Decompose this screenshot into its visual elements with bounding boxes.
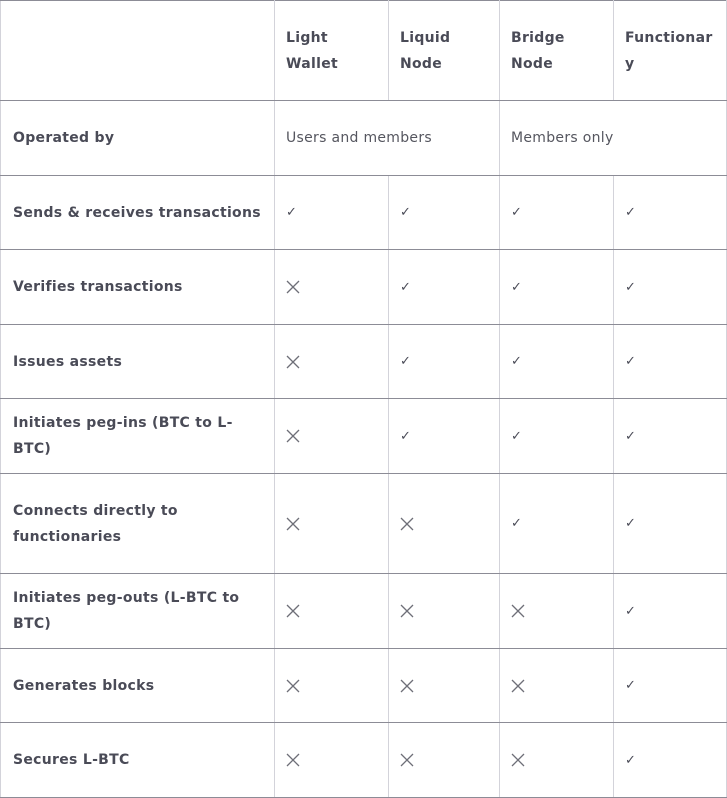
cell-bridge-node: ✓ [499, 249, 614, 325]
cross-icon [286, 604, 377, 618]
header-empty [0, 0, 275, 101]
cross-icon [511, 753, 602, 767]
table-row: Generates blocks ✓ [0, 648, 727, 723]
cell-light-wallet [274, 398, 389, 474]
cell-liquid-node: ✓ [388, 175, 500, 250]
check-icon: ✓ [511, 428, 523, 444]
table-row: Secures L-BTC ✓ [0, 722, 727, 798]
cell-bridge-node [499, 722, 614, 798]
check-icon: ✓ [625, 205, 637, 220]
cell-light-wallet [274, 573, 389, 649]
cell-functionary: ✓ [613, 648, 727, 723]
check-icon: ✓ [400, 354, 412, 369]
row-label: Verifies transactions [0, 249, 275, 325]
cell-light-wallet [274, 648, 389, 723]
cross-icon [286, 280, 377, 294]
cell-liquid-node: ✓ [388, 324, 500, 399]
cross-icon [286, 517, 377, 531]
header-bridge-node: Bridge Node [499, 0, 614, 101]
cell-bridge-node [499, 648, 614, 723]
cell-liquid-node [388, 473, 500, 574]
cell-liquid-node: ✓ [388, 398, 500, 474]
operated-by-row: Operated by Users and members Members on… [0, 100, 727, 176]
cell-light-wallet [274, 249, 389, 325]
row-label: Issues assets [0, 324, 275, 399]
check-icon: ✓ [400, 428, 412, 444]
check-icon: ✓ [625, 678, 637, 693]
check-icon: ✓ [625, 279, 637, 295]
cell-functionary: ✓ [613, 573, 727, 649]
row-label: Sends & receives transactions [0, 175, 275, 250]
check-icon: ✓ [400, 279, 412, 295]
cell-liquid-node [388, 722, 500, 798]
operated-by-users-and-members: Users and members [274, 100, 500, 176]
cross-icon [400, 753, 488, 767]
check-icon: ✓ [511, 205, 523, 220]
cross-icon [286, 429, 377, 443]
check-icon: ✓ [625, 428, 637, 444]
cell-bridge-node: ✓ [499, 324, 614, 399]
table-row: Initiates peg-outs (L-BTC to BTC) ✓ [0, 573, 727, 649]
cross-icon [286, 355, 377, 369]
row-label: Initiates peg-outs (L-BTC to BTC) [0, 573, 275, 649]
cell-bridge-node [499, 573, 614, 649]
check-icon: ✓ [400, 205, 412, 220]
check-icon: ✓ [511, 516, 523, 531]
cell-light-wallet: ✓ [274, 175, 389, 250]
check-icon: ✓ [625, 516, 637, 531]
cross-icon [286, 679, 377, 693]
check-icon: ✓ [625, 752, 637, 768]
row-label: Connects directly to functionaries [0, 473, 275, 574]
table-row: Initiates peg-ins (BTC to L-BTC) ✓ ✓ ✓ [0, 398, 727, 474]
cell-bridge-node: ✓ [499, 398, 614, 474]
check-icon: ✓ [511, 279, 523, 295]
check-icon: ✓ [511, 354, 523, 369]
row-label: Generates blocks [0, 648, 275, 723]
cell-functionary: ✓ [613, 324, 727, 399]
check-icon: ✓ [625, 603, 637, 619]
cell-functionary: ✓ [613, 473, 727, 574]
cell-light-wallet [274, 473, 389, 574]
table-row: Issues assets ✓ ✓ ✓ [0, 324, 727, 399]
cross-icon [400, 604, 488, 618]
check-icon: ✓ [286, 205, 298, 220]
table-row: Sends & receives transactions ✓ ✓ ✓ ✓ [0, 175, 727, 250]
cell-bridge-node: ✓ [499, 473, 614, 574]
table-row: Verifies transactions ✓ ✓ ✓ [0, 249, 727, 325]
cell-bridge-node: ✓ [499, 175, 614, 250]
header-light-wallet: Light Wallet [274, 0, 389, 101]
operated-by-members-only: Members only [499, 100, 727, 176]
table-row: Connects directly to functionaries ✓ ✓ [0, 473, 727, 574]
header-row: Light Wallet Liquid Node Bridge Node Fun… [0, 0, 727, 101]
row-label: Secures L-BTC [0, 722, 275, 798]
row-label: Operated by [0, 100, 275, 176]
cross-icon [400, 517, 488, 531]
cross-icon [511, 679, 602, 693]
cross-icon [400, 679, 488, 693]
cell-light-wallet [274, 324, 389, 399]
header-liquid-node: Liquid Node [388, 0, 500, 101]
cell-liquid-node: ✓ [388, 249, 500, 325]
row-label: Initiates peg-ins (BTC to L-BTC) [0, 398, 275, 474]
cell-functionary: ✓ [613, 722, 727, 798]
cell-liquid-node [388, 648, 500, 723]
cell-liquid-node [388, 573, 500, 649]
check-icon: ✓ [625, 354, 637, 369]
cell-functionary: ✓ [613, 175, 727, 250]
cell-functionary: ✓ [613, 249, 727, 325]
cell-light-wallet [274, 722, 389, 798]
cell-functionary: ✓ [613, 398, 727, 474]
cross-icon [511, 604, 602, 618]
cross-icon [286, 753, 377, 767]
header-functionary: Functionary [613, 0, 727, 101]
